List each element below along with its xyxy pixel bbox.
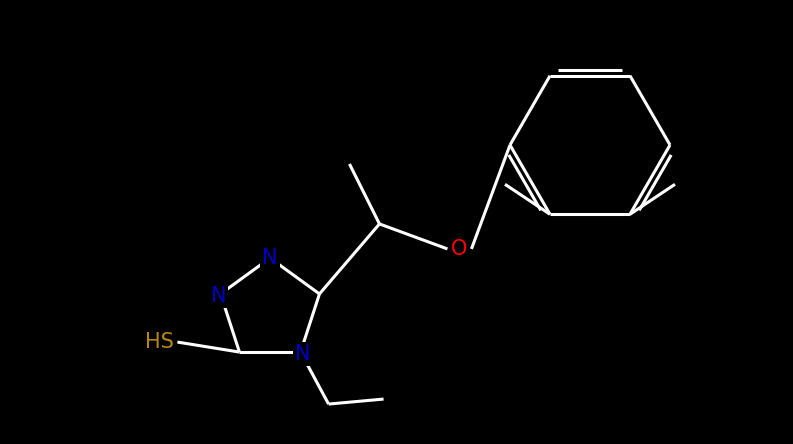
Text: N: N [295, 344, 310, 364]
Text: O: O [451, 239, 468, 259]
Text: N: N [262, 248, 278, 268]
Text: N: N [211, 286, 226, 306]
Text: HS: HS [145, 332, 174, 352]
